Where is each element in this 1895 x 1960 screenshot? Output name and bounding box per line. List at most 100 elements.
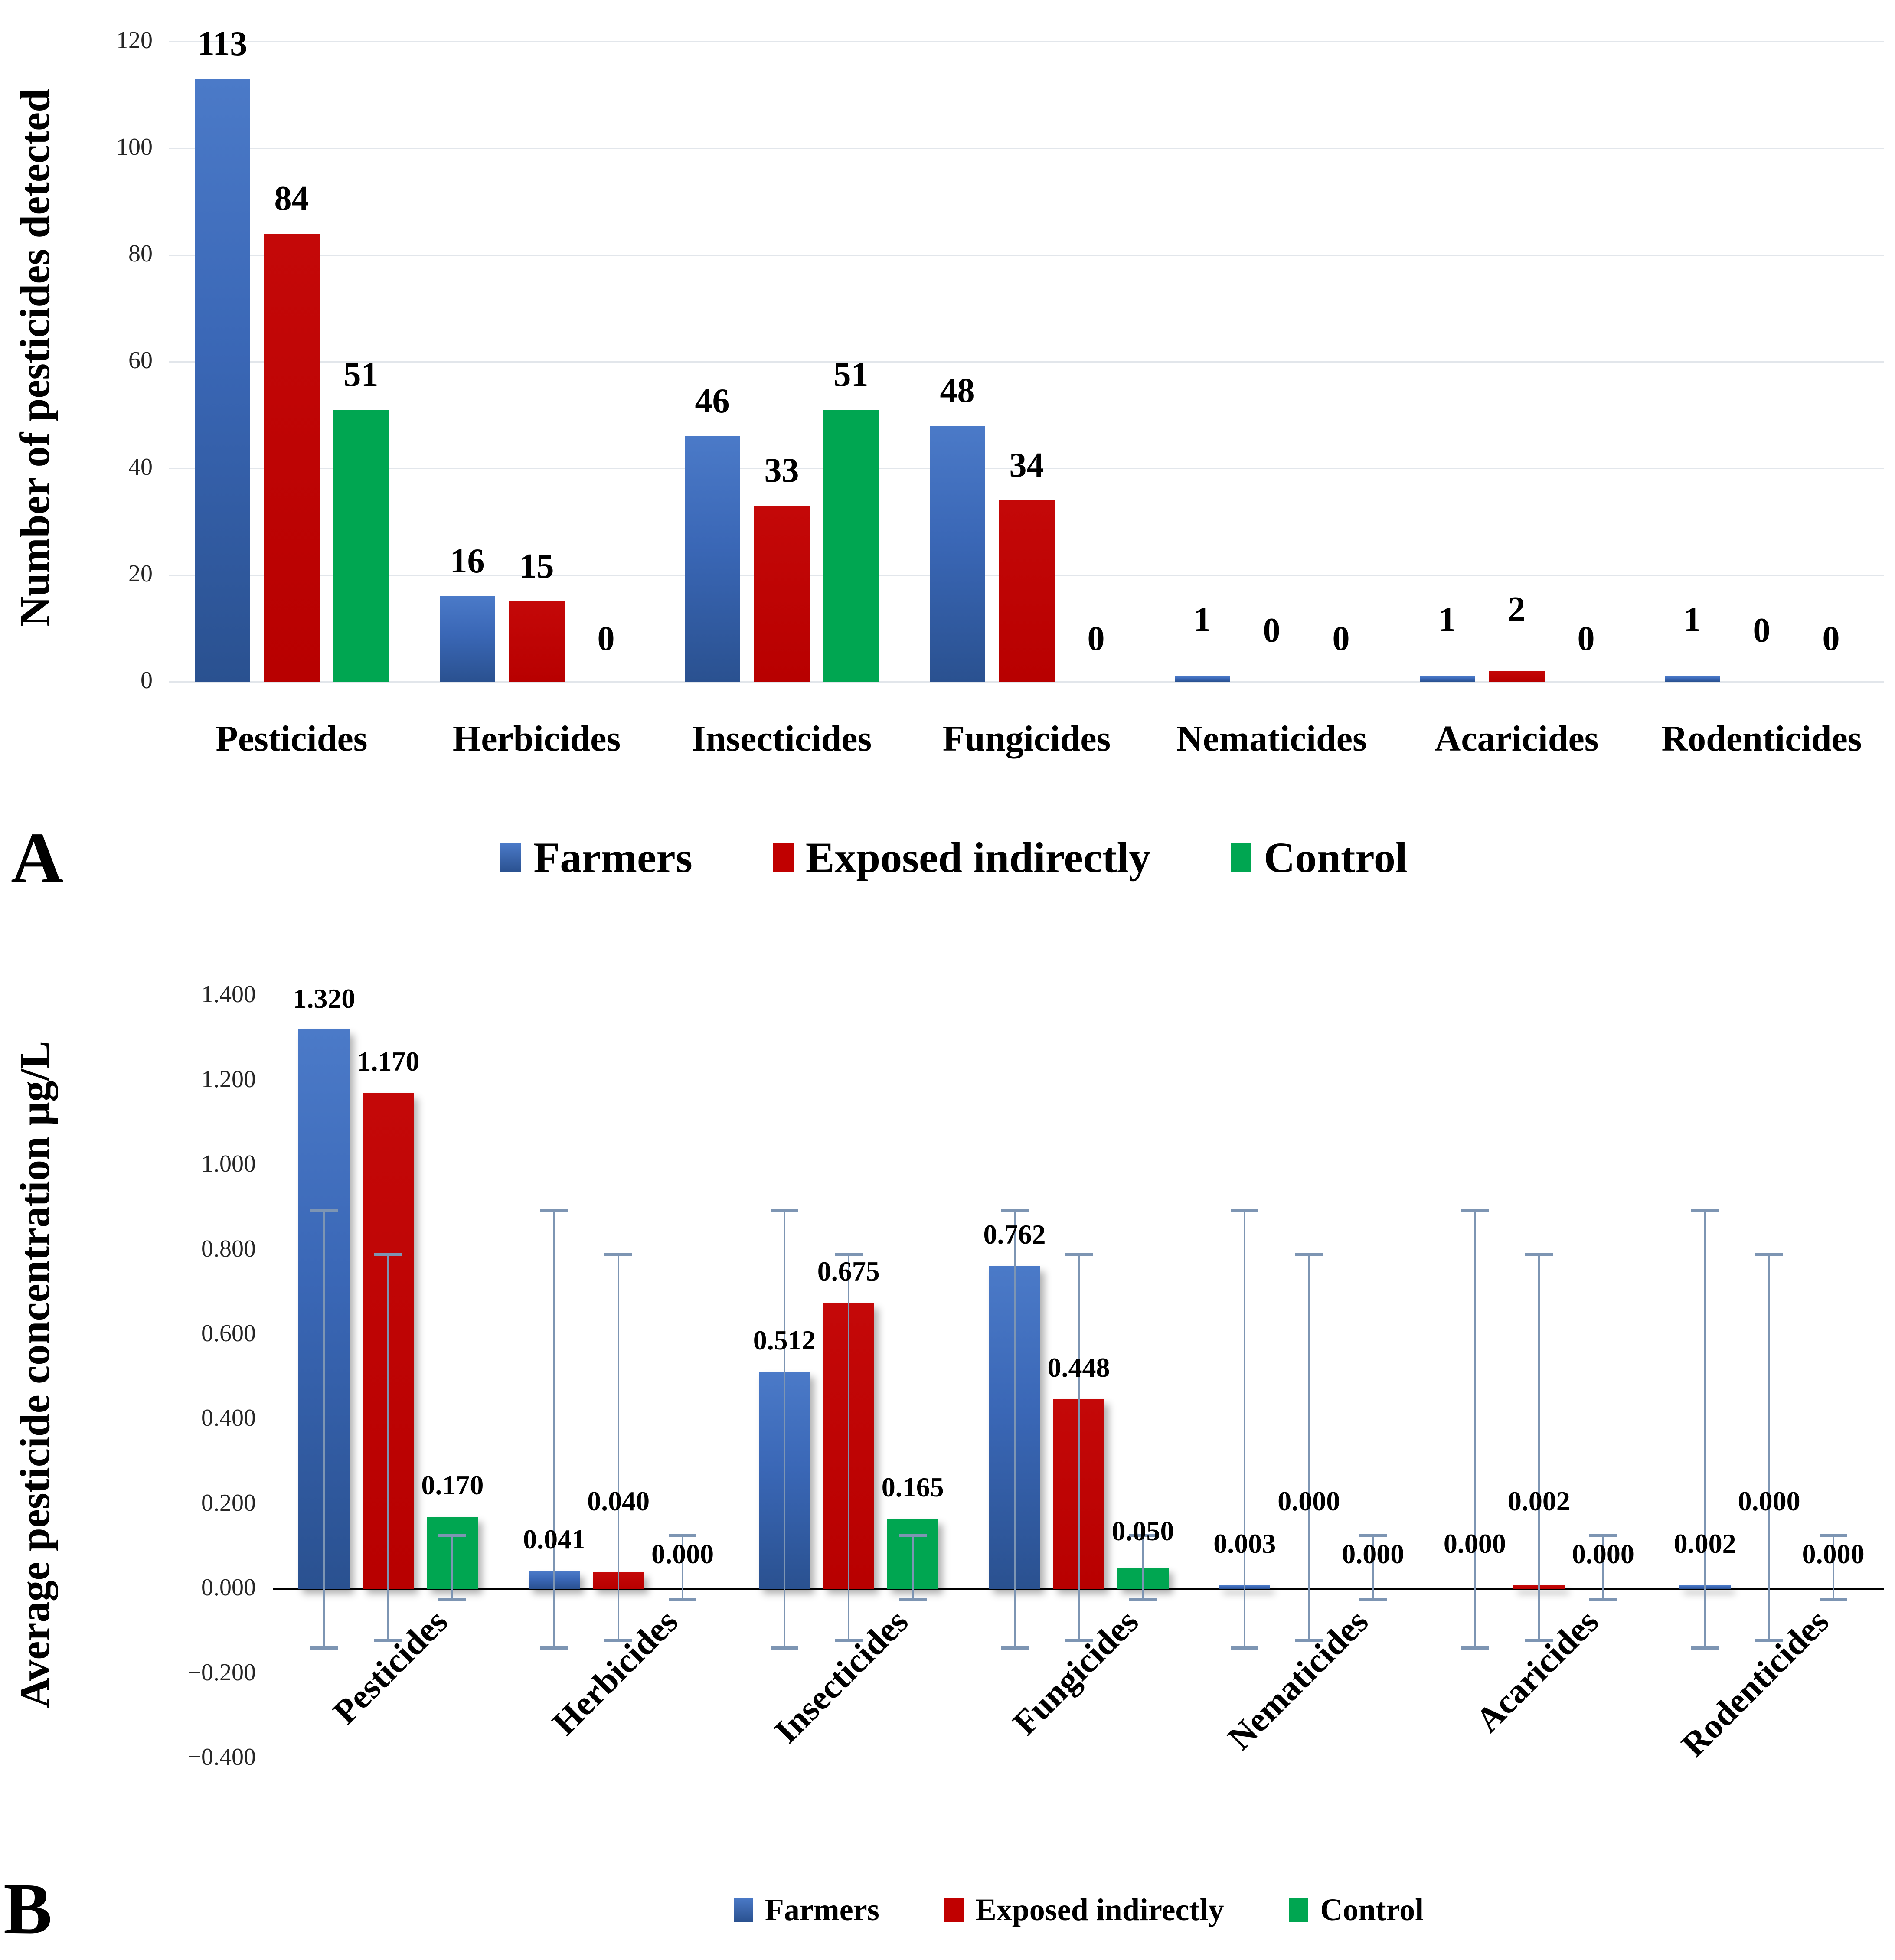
value-label-control-nematicides: 0 (1332, 619, 1350, 658)
error-bar-farmers-insecticides (783, 1210, 785, 1648)
y-tick-label-0-400: 0.400 (201, 1405, 256, 1432)
legend-item-farmers: Farmers (733, 1892, 879, 1927)
panel-b-y-axis-title: Average pesticide concentration µg/L (12, 1041, 58, 1708)
error-bar-cap-top-exposed-indirectly-fungicides (1065, 1253, 1093, 1256)
error-bar-cap-top-farmers-pesticides (310, 1209, 338, 1212)
error-bar-cap-bottom-control-pesticides (438, 1598, 467, 1601)
error-bar-farmers-rodenticides (1704, 1210, 1706, 1648)
value-label-exposed-indirectly-pesticides: 1.170 (357, 1046, 420, 1077)
value-label-farmers-herbicides: 0.041 (523, 1524, 586, 1555)
error-bar-cap-bottom-exposed-indirectly-pesticides (374, 1639, 402, 1642)
error-bar-cap-top-exposed-indirectly-herbicides (604, 1253, 633, 1256)
y-tick-label-100: 100 (116, 134, 153, 161)
error-bar-exposed-indirectly-insecticides (847, 1254, 849, 1641)
value-label-farmers-insecticides: 0.512 (753, 1324, 816, 1356)
value-label-exposed-indirectly-acaricides: 2 (1508, 590, 1526, 628)
error-bar-control-acaricides (1602, 1535, 1604, 1600)
error-bar-cap-top-farmers-insecticides (770, 1209, 798, 1212)
value-label-control-fungicides: 0 (1087, 619, 1105, 658)
bar-exposed-indirectly-pesticides (264, 234, 320, 682)
error-bar-farmers-pesticides (323, 1210, 325, 1648)
error-bar-cap-top-control-fungicides (1129, 1534, 1157, 1537)
error-bar-cap-top-control-rodenticides (1819, 1534, 1847, 1537)
legend-swatch-exposed-indirectly (772, 843, 794, 872)
x-category-label-acaricides: Acaricides (1434, 719, 1599, 759)
gridline-60 (169, 361, 1884, 363)
error-bar-cap-bottom-exposed-indirectly-fungicides (1065, 1639, 1093, 1642)
value-label-control-herbicides: 0.000 (651, 1539, 714, 1570)
legend-label-exposed-indirectly: Exposed indirectly (805, 833, 1151, 882)
value-label-exposed-indirectly-fungicides: 0.448 (1047, 1352, 1110, 1383)
panel-b-label: B (3, 1869, 52, 1949)
error-bar-cap-bottom-farmers-fungicides (1000, 1646, 1029, 1650)
error-bar-cap-bottom-control-fungicides (1129, 1598, 1157, 1601)
value-label-farmers-insecticides: 46 (695, 382, 730, 421)
value-label-farmers-acaricides: 1 (1438, 601, 1456, 639)
bar-exposed-indirectly-herbicides (509, 601, 565, 682)
error-bar-cap-top-control-insecticides (898, 1534, 927, 1537)
value-label-exposed-indirectly-acaricides: 0.002 (1507, 1486, 1570, 1517)
value-label-control-pesticides: 51 (343, 355, 379, 394)
panel-a-label: A (11, 818, 64, 898)
value-label-control-insecticides: 0.165 (881, 1472, 944, 1503)
legend-item-exposed-indirectly: Exposed indirectly (944, 1894, 1224, 1925)
value-label-farmers-acaricides: 0.000 (1443, 1528, 1506, 1559)
error-bar-cap-bottom-exposed-indirectly-herbicides (604, 1639, 633, 1642)
value-label-farmers-rodenticides: 0.002 (1673, 1528, 1736, 1559)
y-tick-label-1-400: 1.400 (201, 981, 256, 1008)
error-bar-cap-top-control-herbicides (669, 1534, 697, 1537)
legend-label-control: Control (1264, 833, 1408, 882)
error-bar-cap-top-control-acaricides (1589, 1534, 1617, 1537)
value-label-control-fungicides: 0.050 (1111, 1515, 1174, 1546)
legend-swatch-farmers (500, 843, 522, 872)
value-label-exposed-indirectly-herbicides: 0.040 (587, 1486, 650, 1517)
error-bar-cap-bottom-exposed-indirectly-acaricides (1525, 1639, 1553, 1642)
y-tick-label-0-600: 0.600 (201, 1320, 256, 1347)
error-bar-farmers-herbicides (553, 1210, 555, 1648)
legend-swatch-control (1231, 843, 1252, 872)
error-bar-control-rodenticides (1832, 1535, 1834, 1600)
value-label-farmers-fungicides: 0.762 (983, 1218, 1046, 1250)
bar-farmers-herbicides (439, 596, 495, 682)
y-tick-label--0-200: −0.200 (187, 1659, 256, 1686)
y-tick-label-40: 40 (128, 454, 153, 481)
y-tick-label-1-200: 1.200 (201, 1065, 256, 1093)
y-tick-label-0-800: 0.800 (201, 1235, 256, 1262)
value-label-farmers-pesticides: 113 (197, 25, 248, 63)
value-label-exposed-indirectly-rodenticides: 0 (1753, 611, 1771, 650)
legend-swatch-control (1289, 1898, 1308, 1922)
y-tick-label-0-000: 0.000 (201, 1574, 256, 1601)
legend-item-control: Control (1231, 836, 1408, 879)
error-bar-cap-bottom-control-herbicides (669, 1598, 697, 1601)
error-bar-cap-top-control-nematicides (1359, 1534, 1387, 1537)
error-bar-cap-bottom-control-nematicides (1359, 1598, 1387, 1601)
error-bar-cap-bottom-farmers-pesticides (310, 1646, 338, 1650)
bar-exposed-indirectly-acaricides (1489, 671, 1545, 682)
value-label-control-acaricides: 0 (1577, 619, 1595, 658)
y-tick-label-20: 20 (128, 560, 153, 588)
bar-farmers-rodenticides (1664, 676, 1720, 682)
y-tick-label-120: 120 (116, 27, 153, 54)
legend-item-control: Control (1289, 1894, 1424, 1925)
value-label-exposed-indirectly-nematicides: 0 (1263, 611, 1281, 650)
panel-a-legend: Farmers Exposed indirectly Control (87, 836, 1821, 879)
x-category-label-herbicides: Herbicides (452, 719, 621, 759)
value-label-control-nematicides: 0.000 (1342, 1539, 1405, 1570)
legend-label-farmers: Farmers (765, 1892, 879, 1927)
gridline-40 (169, 468, 1884, 469)
error-bar-cap-top-exposed-indirectly-rodenticides (1755, 1253, 1783, 1256)
value-label-farmers-nematicides: 1 (1193, 601, 1211, 639)
y-tick-label-60: 60 (128, 347, 153, 374)
error-bar-cap-bottom-exposed-indirectly-rodenticides (1755, 1639, 1783, 1642)
x-category-label-fungicides: Fungicides (942, 719, 1111, 759)
error-bar-farmers-fungicides (1013, 1210, 1016, 1648)
y-tick-label--0-400: −0.400 (187, 1744, 256, 1771)
value-label-exposed-indirectly-pesticides: 84 (274, 179, 309, 218)
value-label-farmers-nematicides: 0.003 (1213, 1528, 1276, 1559)
gridline-0 (169, 681, 1884, 683)
gridline-100 (169, 148, 1884, 149)
legend-swatch-farmers (733, 1898, 753, 1922)
error-bar-farmers-acaricides (1474, 1210, 1476, 1648)
value-label-exposed-indirectly-nematicides: 0.000 (1277, 1486, 1340, 1517)
bar-farmers-pesticides (194, 79, 250, 682)
